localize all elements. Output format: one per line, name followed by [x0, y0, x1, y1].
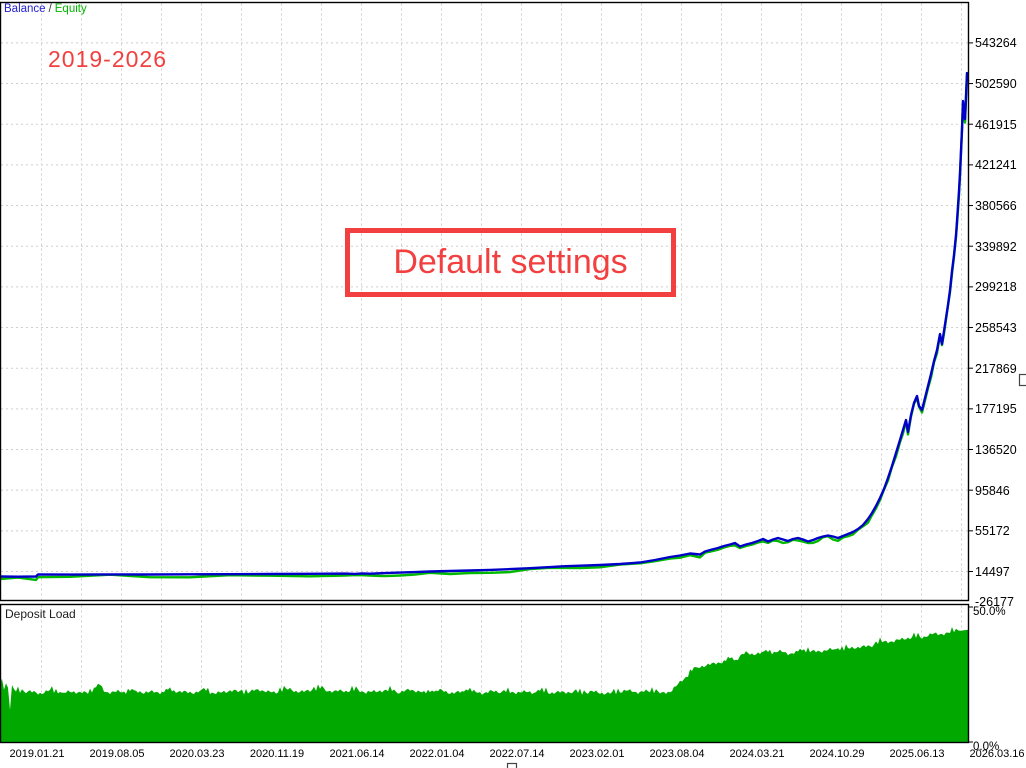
y-axis-label: 339892: [975, 239, 1017, 254]
legend-separator: /: [48, 3, 52, 15]
x-axis-label: 2026.03.16: [969, 748, 1025, 760]
x-axis-label: 2024.03.21: [729, 748, 785, 760]
y-axis-label: 258543: [975, 321, 1017, 336]
deposit-panel-border: [0, 603, 970, 744]
y-axis-label: 177195: [975, 402, 1017, 417]
y-axis-label: 95846: [975, 483, 1010, 498]
settings-annotation-text: Default settings: [393, 243, 628, 281]
y-axis-label: 380566: [975, 199, 1017, 214]
window-fragment-right: [1018, 373, 1026, 387]
legend-balance-label: Balance: [4, 3, 46, 15]
balance-line: [0, 71, 970, 578]
x-axis-label: 2020.03.23: [169, 748, 225, 760]
y-axis-label: 55172: [975, 524, 1010, 539]
x-axis-label: 2019.08.05: [89, 748, 145, 760]
x-axis-label: 2024.10.29: [809, 748, 865, 760]
chart-legend: Balance / Equity: [4, 3, 87, 15]
x-axis-label: 2023.08.04: [649, 748, 705, 760]
deposit-load-min-label: 0.0%: [973, 741, 1000, 753]
deposit-load-max-label: 50.0%: [973, 606, 1006, 618]
window-fragment-bottom: [506, 762, 518, 768]
x-axis-label: 2025.06.13: [889, 748, 945, 760]
deposit-load-title: Deposit Load: [5, 607, 76, 621]
main-chart-border: [0, 1, 970, 602]
y-axis-label: -26177: [975, 594, 1014, 609]
x-axis-label: 2022.07.14: [489, 748, 545, 760]
y-axis-label: 14497: [975, 565, 1010, 579]
legend-equity-label: Equity: [54, 3, 87, 15]
y-axis-label: 502590: [975, 77, 1017, 92]
x-axis-label: 2023.02.01: [569, 748, 625, 760]
x-axis-label: 2019.01.21: [9, 748, 65, 760]
x-axis-label: 2020.11.19: [249, 748, 305, 760]
y-axis-label: 461915: [975, 117, 1017, 132]
period-annotation: 2019-2026: [48, 46, 167, 72]
y-axis-label: 543264: [975, 36, 1017, 51]
y-axis-label: 421241: [975, 158, 1017, 173]
x-axis-label: 2021.06.14: [329, 748, 385, 760]
x-axis-label: 2022.01.04: [409, 748, 465, 760]
y-axis-label: 299218: [975, 280, 1017, 295]
y-axis-label: 136520: [975, 443, 1017, 457]
deposit-load-area: [0, 627, 968, 743]
settings-annotation-box: Default settings: [345, 228, 676, 297]
y-axis-label: 217869: [975, 361, 1017, 376]
